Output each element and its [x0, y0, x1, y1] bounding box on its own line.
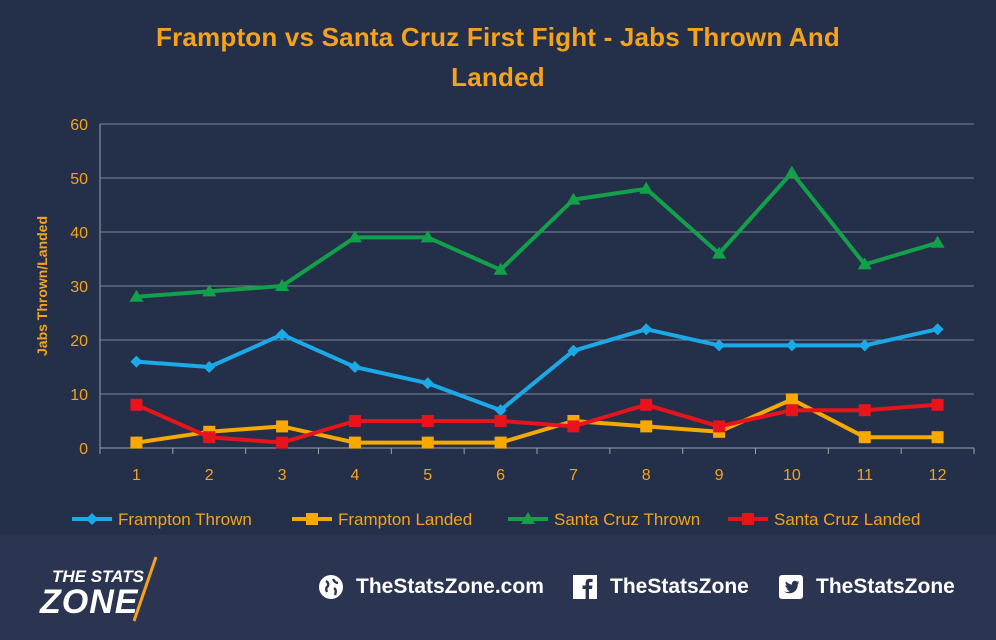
website-text: TheStatsZone.com [356, 575, 544, 598]
data-point-0 [931, 323, 944, 336]
data-point-2 [639, 181, 654, 194]
data-point-0 [858, 339, 871, 352]
data-point-0 [421, 377, 434, 390]
chart-panel: Frampton vs Santa Cruz First Fight - Jab… [34, 22, 975, 529]
legend-marker-2 [521, 512, 535, 524]
data-point-2 [129, 289, 144, 302]
data-point-0 [640, 323, 653, 336]
x-tick-label: 7 [569, 467, 578, 484]
data-point-0 [276, 328, 289, 341]
data-point-2 [493, 262, 508, 275]
data-point-0 [567, 344, 580, 357]
data-point-3 [931, 398, 944, 411]
series-line-3 [135, 402, 938, 445]
x-tick-label: 11 [856, 467, 873, 484]
data-point-3 [494, 415, 507, 427]
facebook-link[interactable]: TheStatsZone [572, 572, 749, 602]
data-point-2 [712, 246, 727, 259]
data-point-0 [494, 404, 507, 417]
data-point-1 [421, 436, 434, 449]
data-point-2 [347, 230, 362, 243]
legend-marker-0 [86, 513, 98, 525]
data-point-1 [276, 420, 289, 433]
data-point-3 [276, 436, 289, 449]
chart-title-line-1: Frampton vs Santa Cruz First Fight - Jab… [155, 22, 841, 52]
y-tick-label: 60 [70, 117, 88, 134]
x-tick-label: 3 [278, 467, 287, 484]
data-point-2 [784, 165, 799, 178]
data-point-3 [567, 420, 580, 433]
data-point-2 [857, 257, 872, 270]
x-tick-label: 4 [350, 467, 359, 484]
data-point-0 [130, 355, 143, 368]
data-point-1 [494, 436, 507, 449]
data-point-2 [202, 284, 217, 297]
data-point-3 [858, 404, 871, 417]
data-point-0 [785, 339, 798, 352]
data-point-0 [713, 339, 726, 352]
legend-marker-1 [306, 513, 318, 525]
data-point-2 [566, 192, 581, 205]
data-point-1 [130, 436, 143, 449]
legend-marker-3 [742, 513, 754, 525]
data-point-3 [640, 398, 653, 411]
y-tick-label: 30 [70, 279, 88, 296]
twitter-link[interactable]: TheStatsZone [778, 572, 955, 602]
footer [0, 535, 996, 640]
y-tick-label: 50 [70, 171, 88, 188]
x-tick-label: 12 [929, 467, 947, 484]
x-tick-label: 2 [205, 467, 214, 484]
x-tick-label: 6 [496, 467, 505, 484]
data-point-3 [785, 404, 798, 417]
website-link[interactable]: TheStatsZone.com [318, 572, 544, 602]
series-line-0 [136, 327, 939, 413]
data-point-1 [785, 393, 798, 406]
series-line-2 [136, 170, 939, 299]
facebook-text: TheStatsZone [610, 575, 749, 598]
legend-label-3: Santa Cruz Landed [774, 510, 921, 529]
chart-title-line-2: Landed [451, 62, 545, 92]
data-point-2 [930, 235, 945, 248]
data-point-3 [348, 415, 361, 427]
data-point-3 [421, 415, 434, 427]
data-point-1 [931, 431, 944, 444]
data-point-3 [713, 420, 726, 433]
series-line-1 [136, 397, 938, 445]
data-point-1 [348, 436, 361, 449]
x-tick-label: 10 [783, 467, 801, 484]
data-point-0 [348, 361, 361, 373]
data-point-2 [275, 279, 290, 291]
twitter-text: TheStatsZone [816, 575, 955, 598]
y-tick-label: 20 [70, 333, 88, 350]
globe-icon [318, 574, 344, 600]
facebook-icon [572, 574, 598, 600]
data-point-1 [640, 420, 653, 433]
data-point-1 [858, 431, 871, 444]
twitter-icon [778, 574, 804, 600]
legend-label-1: Frampton Landed [338, 510, 472, 529]
logo-text-top: THE STATS [52, 567, 145, 586]
x-tick-label: 1 [132, 467, 141, 484]
data-point-2 [420, 230, 435, 243]
y-tick-label: 0 [79, 441, 88, 458]
logo-text-bottom: ZONE [39, 583, 139, 621]
stats-zone-logo: THE STATS ZONE [39, 556, 158, 622]
data-point-3 [203, 431, 216, 444]
x-tick-label: 5 [423, 467, 432, 484]
legend-label-0: Frampton Thrown [118, 510, 252, 529]
y-tick-label: 10 [70, 387, 88, 404]
y-axis-label: Jabs Thrown/Landed [34, 216, 50, 356]
data-point-0 [203, 361, 216, 373]
y-tick-label: 40 [70, 225, 88, 242]
x-tick-label: 9 [715, 467, 724, 484]
legend-label-2: Santa Cruz Thrown [554, 510, 700, 529]
x-tick-label: 8 [642, 467, 651, 484]
data-point-3 [130, 398, 143, 411]
